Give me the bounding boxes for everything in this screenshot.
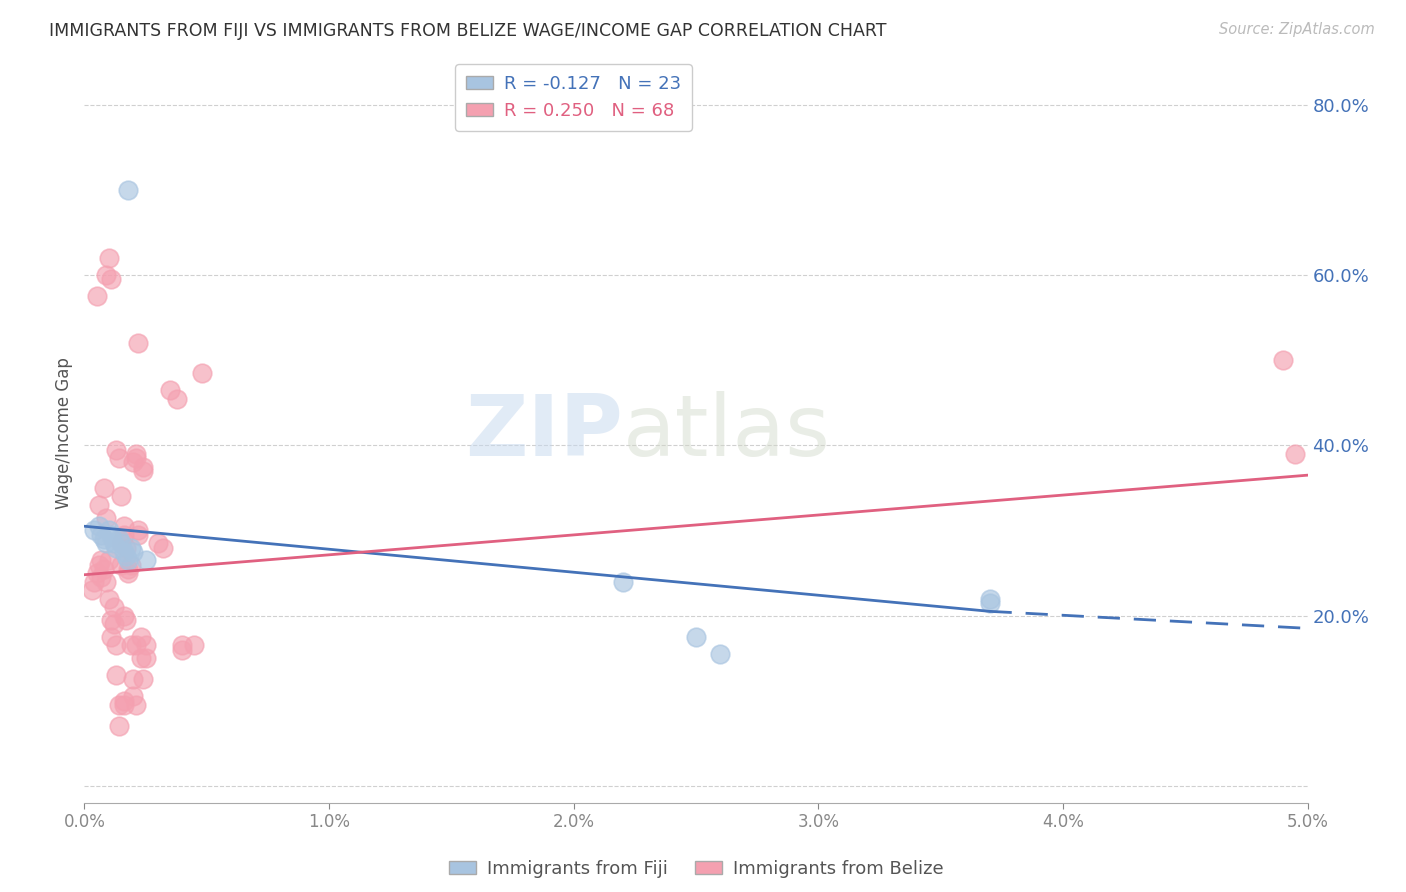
Point bbox=[146, 536, 169, 550]
Point bbox=[110, 490, 132, 504]
Point bbox=[112, 698, 135, 712]
Point bbox=[191, 366, 214, 380]
Point bbox=[96, 536, 118, 550]
Point bbox=[120, 541, 142, 555]
Point bbox=[107, 451, 129, 466]
Point bbox=[107, 719, 129, 733]
Point bbox=[112, 545, 135, 559]
Point bbox=[87, 498, 110, 512]
Point bbox=[125, 447, 148, 461]
Point bbox=[100, 527, 122, 541]
Point bbox=[122, 673, 145, 687]
Point bbox=[125, 451, 148, 466]
Point bbox=[90, 553, 112, 567]
Legend: Immigrants from Fiji, Immigrants from Belize: Immigrants from Fiji, Immigrants from Be… bbox=[441, 853, 950, 885]
Point bbox=[100, 613, 122, 627]
Point bbox=[183, 639, 205, 653]
Point bbox=[979, 596, 1001, 610]
Point bbox=[96, 510, 118, 524]
Point bbox=[117, 566, 139, 580]
Point bbox=[172, 642, 194, 657]
Point bbox=[112, 608, 135, 623]
Point bbox=[132, 673, 155, 687]
Point bbox=[152, 541, 174, 555]
Point bbox=[120, 639, 142, 653]
Point bbox=[87, 519, 110, 533]
Point bbox=[127, 527, 149, 541]
Point bbox=[172, 639, 194, 653]
Point bbox=[105, 442, 128, 457]
Point bbox=[135, 651, 157, 665]
Point bbox=[86, 289, 108, 303]
Point bbox=[115, 613, 138, 627]
Point bbox=[1272, 353, 1295, 368]
Point bbox=[105, 668, 128, 682]
Point bbox=[125, 639, 148, 653]
Point bbox=[709, 647, 731, 661]
Point bbox=[93, 532, 115, 546]
Text: ZIP: ZIP bbox=[465, 391, 623, 475]
Point bbox=[103, 617, 125, 632]
Point bbox=[122, 545, 145, 559]
Point bbox=[80, 582, 103, 597]
Point bbox=[112, 527, 135, 541]
Point bbox=[120, 558, 142, 572]
Point bbox=[117, 562, 139, 576]
Text: atlas: atlas bbox=[623, 391, 831, 475]
Point bbox=[979, 591, 1001, 606]
Point bbox=[97, 524, 120, 538]
Point bbox=[97, 553, 120, 567]
Point bbox=[110, 558, 132, 572]
Point bbox=[612, 574, 634, 589]
Text: Source: ZipAtlas.com: Source: ZipAtlas.com bbox=[1219, 22, 1375, 37]
Point bbox=[107, 698, 129, 712]
Point bbox=[96, 268, 118, 283]
Point bbox=[97, 251, 120, 265]
Point bbox=[127, 336, 149, 351]
Point bbox=[93, 481, 115, 495]
Point bbox=[105, 541, 128, 555]
Point bbox=[90, 527, 112, 541]
Point bbox=[115, 549, 138, 563]
Point bbox=[100, 272, 122, 286]
Point bbox=[93, 562, 115, 576]
Point bbox=[117, 183, 139, 197]
Point bbox=[96, 574, 118, 589]
Point bbox=[90, 570, 112, 584]
Point bbox=[685, 630, 707, 644]
Point bbox=[97, 591, 120, 606]
Point bbox=[110, 536, 132, 550]
Point bbox=[132, 464, 155, 478]
Point bbox=[135, 639, 157, 653]
Point bbox=[100, 630, 122, 644]
Point bbox=[112, 694, 135, 708]
Point bbox=[1284, 447, 1306, 461]
Point bbox=[129, 630, 152, 644]
Point bbox=[129, 651, 152, 665]
Point bbox=[125, 698, 148, 712]
Point bbox=[83, 574, 105, 589]
Point bbox=[166, 392, 188, 406]
Point bbox=[122, 455, 145, 469]
Point bbox=[107, 532, 129, 546]
Point bbox=[87, 558, 110, 572]
Y-axis label: Wage/Income Gap: Wage/Income Gap bbox=[55, 357, 73, 508]
Point bbox=[112, 519, 135, 533]
Point bbox=[105, 639, 128, 653]
Point bbox=[122, 690, 145, 704]
Point bbox=[159, 383, 181, 397]
Point bbox=[115, 541, 138, 555]
Text: IMMIGRANTS FROM FIJI VS IMMIGRANTS FROM BELIZE WAGE/INCOME GAP CORRELATION CHART: IMMIGRANTS FROM FIJI VS IMMIGRANTS FROM … bbox=[49, 22, 887, 40]
Point bbox=[86, 566, 108, 580]
Point bbox=[110, 536, 132, 550]
Point bbox=[132, 459, 155, 474]
Point bbox=[83, 524, 105, 538]
Point bbox=[103, 600, 125, 615]
Point bbox=[117, 553, 139, 567]
Point bbox=[103, 536, 125, 550]
Point bbox=[135, 553, 157, 567]
Point bbox=[127, 524, 149, 538]
